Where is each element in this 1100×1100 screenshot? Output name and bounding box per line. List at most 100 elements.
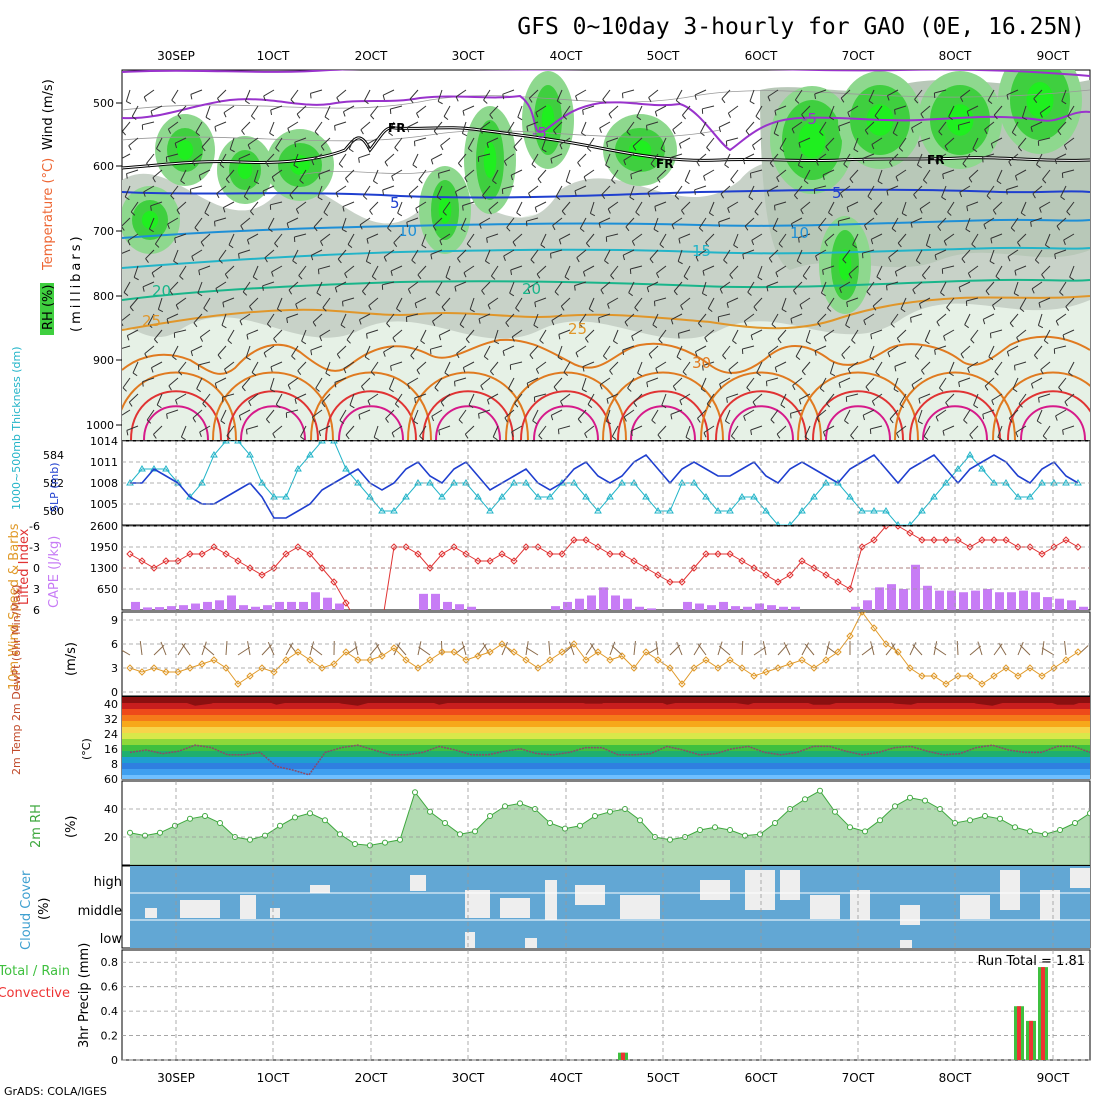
- li-marker: [810, 564, 818, 572]
- barb: [367, 393, 379, 402]
- barb-flag: [335, 192, 339, 198]
- cloud-gap: [500, 898, 530, 918]
- barb-flag: [870, 239, 874, 245]
- temp-contour-30: [122, 335, 1090, 375]
- barb: [718, 121, 731, 128]
- barb: [705, 233, 715, 243]
- run-total: Run Total = 1.81: [977, 954, 1085, 969]
- barb-flag: [390, 365, 392, 371]
- wind10-marker: [318, 664, 326, 672]
- cape-bar: [923, 585, 932, 610]
- barb-flag: [175, 399, 178, 405]
- wind10-barb: [804, 643, 815, 656]
- barb: [168, 377, 179, 387]
- barb: [718, 217, 731, 223]
- barb-flag: [366, 333, 368, 339]
- barb-flag: [938, 131, 943, 136]
- barb-flag: [987, 100, 993, 104]
- barb-flag: [966, 111, 970, 117]
- upper-panel: FR FR FR -5 -5 5 5 10 10 15 20 20 25 25 …: [40, 69, 1091, 441]
- barb-flag: [123, 292, 129, 296]
- barb: [991, 137, 1003, 144]
- barb: [314, 121, 323, 133]
- barb: [242, 281, 251, 293]
- li-marker: [426, 564, 434, 572]
- barb-flag: [958, 381, 961, 388]
- barb: [268, 217, 275, 229]
- barb: [148, 217, 155, 230]
- barb: [272, 425, 283, 435]
- barb-flag: [254, 180, 260, 185]
- li-marker: [186, 550, 194, 558]
- barb-flag: [392, 337, 396, 343]
- barb: [776, 169, 787, 178]
- barb-flag: [238, 415, 242, 421]
- barb-flag: [311, 416, 316, 422]
- barb: [193, 313, 203, 324]
- barb: [510, 169, 523, 176]
- wind10-marker: [582, 656, 590, 664]
- wind10-marker: [1050, 664, 1058, 672]
- li-marker: [1026, 543, 1034, 551]
- barb-flag: [156, 404, 162, 409]
- barb: [511, 329, 523, 338]
- barb: [867, 185, 875, 197]
- barb: [1038, 297, 1051, 304]
- barb-flag: [226, 435, 231, 440]
- barb: [582, 105, 595, 111]
- li-marker: [870, 536, 878, 544]
- barb: [359, 313, 371, 321]
- barb: [675, 89, 683, 101]
- barb-flag: [961, 258, 966, 264]
- barb-flag: [995, 275, 1001, 280]
- barb: [215, 281, 227, 289]
- barb: [460, 217, 467, 230]
- rh2m-marker: [427, 808, 433, 815]
- barb: [1007, 249, 1019, 258]
- barb: [204, 201, 211, 214]
- barb-flag: [780, 404, 786, 409]
- barb: [703, 169, 715, 177]
- barb: [531, 153, 539, 165]
- barb-flag: [633, 402, 638, 408]
- wind10-marker: [462, 656, 470, 664]
- barb-flag: [220, 420, 226, 425]
- barb: [220, 409, 227, 422]
- barb: [223, 201, 235, 208]
- barb-flag: [694, 189, 696, 195]
- barb: [443, 105, 451, 117]
- cape-bar: [875, 587, 884, 610]
- barb-flag: [656, 273, 660, 278]
- barb: [275, 137, 283, 149]
- barb: [708, 201, 715, 214]
- barb: [757, 265, 763, 278]
- temp-band: [122, 739, 1090, 745]
- barb: [701, 281, 707, 294]
- barb: [247, 233, 259, 241]
- barb: [420, 329, 427, 341]
- barb-flag: [1042, 435, 1048, 440]
- rh-axis-label: RH (%): [41, 285, 56, 330]
- precip-axis-label: 3hr Precip (mm): [77, 943, 92, 1048]
- precip-axis: 0.80.60.40.20: [101, 956, 119, 1067]
- barb: [502, 89, 515, 95]
- barb: [528, 185, 539, 194]
- barb: [488, 201, 499, 211]
- barb-flag: [731, 435, 736, 440]
- barb-flag: [323, 211, 329, 216]
- barb-flag: [412, 164, 418, 169]
- wind10-barb: [482, 642, 491, 656]
- barb-flag: [648, 353, 653, 359]
- barb: [897, 233, 907, 244]
- barb: [416, 105, 427, 114]
- barb-flag: [1063, 239, 1066, 245]
- barb-flag: [993, 114, 998, 120]
- barb: [582, 361, 595, 368]
- barb: [414, 393, 427, 399]
- barb: [457, 153, 467, 164]
- barb: [153, 329, 163, 340]
- barb: [657, 425, 667, 436]
- thickness-marker: [534, 493, 542, 500]
- thickness-marker: [438, 493, 446, 500]
- barb: [919, 201, 931, 210]
